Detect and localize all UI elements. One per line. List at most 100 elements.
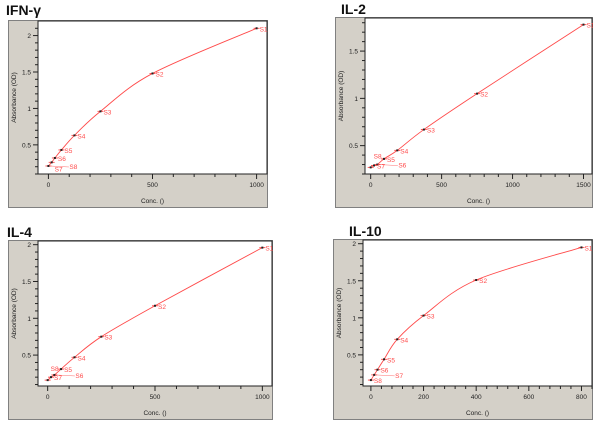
data-label-s4: S4: [77, 355, 85, 362]
x-tick-label: 1000: [505, 182, 520, 189]
data-label-s5: S5: [64, 148, 72, 155]
data-point-marker: [46, 379, 49, 382]
data-point-marker: [53, 156, 56, 159]
data-point-marker: [373, 373, 376, 376]
x-tick-label: 400: [471, 394, 482, 401]
y-tick-label: 1: [27, 316, 31, 323]
label-leader-line: [378, 164, 398, 166]
label-leader-line: [49, 165, 69, 168]
data-point-marker: [476, 92, 479, 95]
x-tick-label: 600: [523, 394, 534, 401]
data-point-marker: [255, 27, 258, 30]
data-label-s8: S8: [69, 164, 77, 171]
data-point-marker: [60, 148, 63, 151]
data-point-marker: [261, 246, 264, 249]
y-tick-label: 0.5: [347, 352, 356, 359]
plot-area: [37, 240, 273, 387]
y-tick-label: 2: [352, 241, 356, 248]
data-label-s3: S3: [103, 109, 111, 116]
y-axis-label: Absorbance (OD): [11, 288, 18, 339]
label-leader-line: [375, 374, 395, 377]
data-label-s5: S5: [387, 357, 395, 364]
y-tick-label: 2: [27, 242, 31, 249]
y-tick-label: 0.5: [22, 353, 31, 360]
data-point-marker: [382, 157, 385, 160]
y-tick-label: 1.5: [22, 279, 31, 286]
data-point-marker: [422, 128, 425, 131]
x-axis-label: Conc. (): [143, 410, 166, 417]
x-axis-label: Conc. (): [141, 198, 164, 205]
data-label-s7: S7: [377, 163, 385, 170]
data-label-s7: S7: [395, 373, 403, 380]
data-point-marker: [422, 314, 425, 317]
data-label-s1: S1: [265, 246, 273, 253]
data-point-marker: [99, 110, 102, 113]
data-label-s7: S7: [55, 166, 63, 173]
data-label-s1: S1: [586, 23, 593, 30]
data-label-s3: S3: [427, 314, 435, 321]
data-label-s2: S2: [480, 92, 488, 99]
data-point-marker: [73, 356, 76, 359]
chart-il-4: 0.5 1 1.5 2 0 500 1000 Conc. () Absorbance (OD) S…: [8, 240, 273, 420]
data-point-marker: [475, 279, 478, 282]
data-point-marker: [100, 335, 103, 338]
data-label-s6: S6: [398, 163, 406, 170]
data-point-marker: [50, 161, 53, 164]
data-point-marker: [376, 368, 379, 371]
data-point-marker: [582, 23, 585, 26]
data-label-s4: S4: [400, 337, 408, 344]
x-tick-label: 1000: [249, 182, 264, 189]
data-label-s8: S8: [374, 378, 382, 385]
x-tick-label: 0: [369, 182, 373, 189]
data-label-s4: S4: [400, 148, 408, 155]
data-label-s2: S2: [158, 304, 166, 311]
x-tick-label: 800: [576, 394, 587, 401]
data-point-marker: [580, 246, 583, 249]
data-point-marker: [376, 163, 379, 166]
data-label-s7: S7: [54, 375, 62, 382]
data-point-marker: [372, 164, 375, 167]
y-tick-label: 1.5: [347, 278, 356, 285]
label-leader-line: [55, 374, 75, 377]
x-tick-label: 500: [150, 394, 161, 401]
data-label-s5: S5: [64, 367, 72, 374]
data-label-s3: S3: [427, 128, 435, 135]
data-label-s3: S3: [104, 335, 112, 342]
data-label-s2: S2: [156, 71, 164, 78]
chart-il-10: 0.5 1 1.5 2 0 200 400 600 800 Conc. () Absorbance …: [333, 239, 593, 420]
data-label-s5: S5: [387, 157, 395, 164]
y-tick-label: 1: [27, 106, 31, 113]
data-point-marker: [154, 304, 156, 307]
x-tick-label: 0: [47, 182, 51, 189]
data-label-s6: S6: [75, 373, 83, 380]
data-label-s8: S8: [374, 153, 382, 160]
data-point-marker: [73, 134, 76, 137]
y-tick-label: 1: [354, 96, 358, 103]
chart-title-il-2: IL-2: [341, 1, 366, 17]
data-point-marker: [60, 368, 63, 371]
data-label-s1: S1: [260, 26, 268, 33]
data-label-s6: S6: [380, 368, 388, 375]
x-tick-label: 0: [369, 394, 373, 401]
data-label-s4: S4: [77, 133, 85, 140]
x-axis-label: Conc. (): [467, 198, 490, 205]
y-tick-label: 1: [352, 315, 356, 322]
data-point-marker: [151, 72, 154, 75]
x-tick-label: 1000: [255, 394, 270, 401]
data-point-marker: [383, 358, 386, 361]
plot-area: [37, 20, 268, 175]
x-tick-label: 500: [147, 182, 158, 189]
x-tick-label: 0: [46, 394, 50, 401]
data-point-marker: [396, 338, 399, 341]
plot-area: [362, 239, 593, 387]
data-point-marker: [47, 164, 50, 167]
data-point-marker: [53, 373, 56, 376]
y-axis-label: Absorbance (OD): [338, 71, 345, 122]
data-label-s2: S2: [479, 278, 487, 285]
y-axis-label: Absorbance (OD): [11, 72, 18, 123]
data-point-marker: [369, 166, 372, 169]
x-tick-label: 500: [436, 182, 447, 189]
y-tick-label: 0.5: [22, 142, 31, 149]
chart-title-il-10: IL-10: [349, 223, 382, 239]
data-point-marker: [396, 149, 399, 152]
